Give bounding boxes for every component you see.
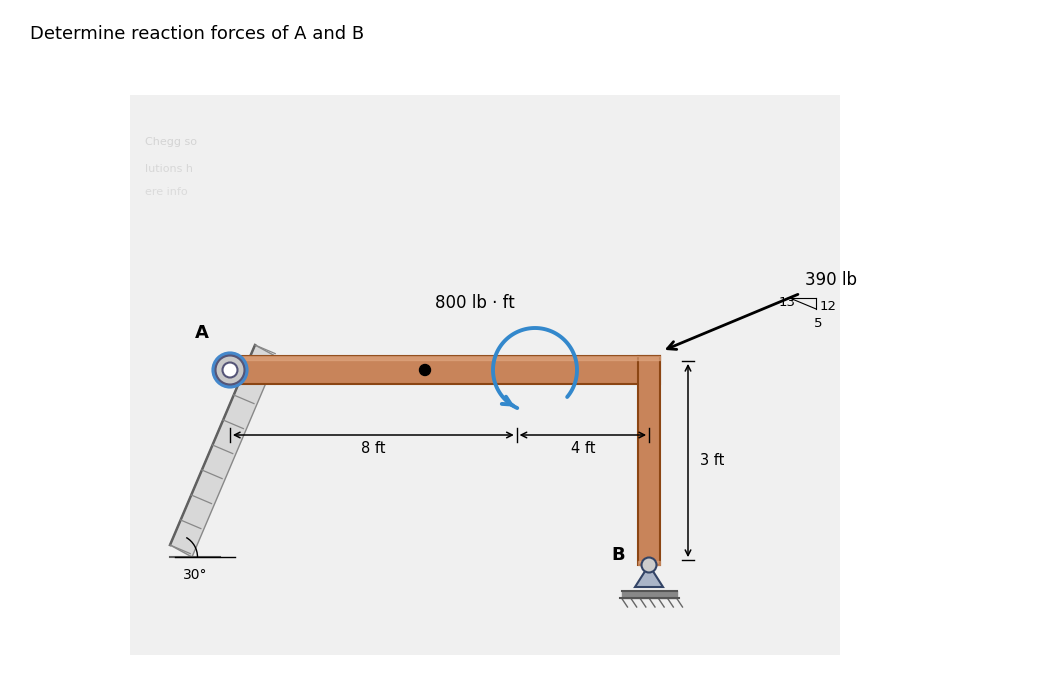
Polygon shape (634, 565, 663, 587)
FancyBboxPatch shape (638, 356, 660, 565)
Text: lutions h: lutions h (145, 164, 193, 174)
Text: 390 lb: 390 lb (805, 272, 857, 289)
Circle shape (642, 557, 657, 573)
Text: A: A (195, 324, 209, 342)
Circle shape (419, 365, 431, 375)
Text: 13: 13 (779, 296, 796, 309)
FancyBboxPatch shape (230, 356, 660, 384)
Text: 3 ft: 3 ft (700, 453, 725, 468)
Text: Determine reaction forces of A and B: Determine reaction forces of A and B (30, 25, 364, 43)
Text: ere info: ere info (145, 187, 188, 197)
Text: Chegg so: Chegg so (145, 137, 197, 147)
Circle shape (223, 363, 238, 377)
Text: 30°: 30° (182, 568, 208, 582)
Text: 5: 5 (814, 317, 823, 330)
Text: B: B (611, 546, 625, 564)
FancyBboxPatch shape (131, 95, 840, 655)
Text: 4 ft: 4 ft (571, 441, 595, 456)
Text: 8 ft: 8 ft (361, 441, 385, 456)
Text: 12: 12 (819, 300, 836, 314)
Polygon shape (170, 345, 277, 557)
Circle shape (215, 356, 244, 384)
Text: 800 lb · ft: 800 lb · ft (435, 294, 515, 312)
